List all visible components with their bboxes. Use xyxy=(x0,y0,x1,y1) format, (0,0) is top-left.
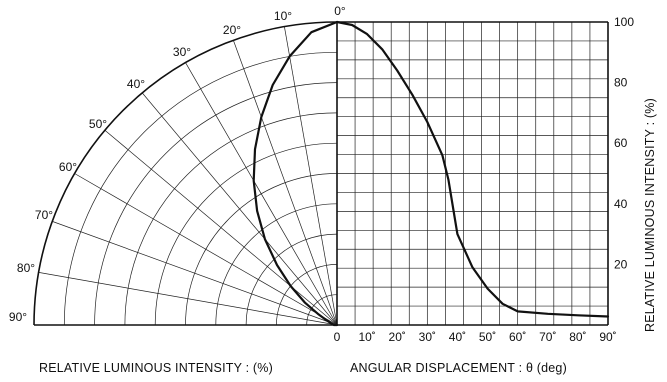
polar-grid-arc xyxy=(245,233,338,326)
polar-intensity-curve xyxy=(252,20,339,327)
polar-angle-label: 40° xyxy=(127,77,145,91)
polar-grid-arc xyxy=(276,264,338,326)
y-tick-label: 20 xyxy=(614,257,628,271)
y-tick-label: 100 xyxy=(614,15,634,29)
polar-grid-arc xyxy=(63,51,338,326)
polar-grid-spoke xyxy=(52,221,338,326)
polar-grid-spoke xyxy=(38,272,338,326)
polar-angle-label: 30° xyxy=(173,45,191,59)
x-tick-label: 20˚ xyxy=(389,330,406,344)
rectangular-grid xyxy=(337,22,608,325)
polar-grid-arc xyxy=(124,112,338,326)
polar-angle-label: 50° xyxy=(89,117,107,131)
x-axis-title: ANGULAR DISPLACEMENT : θ (deg) xyxy=(350,361,567,375)
chart-frames xyxy=(33,21,609,326)
polar-grid-arc xyxy=(154,142,338,326)
polar-angle-label: 20° xyxy=(223,23,241,37)
polar-grid-arc xyxy=(185,173,338,326)
polar-grid-spoke xyxy=(141,92,338,326)
x-tick-label: 0 xyxy=(334,330,341,344)
polar-grid-spoke xyxy=(104,129,338,326)
y-tick-label: 80 xyxy=(614,76,628,90)
polar-grid-arc xyxy=(215,203,338,326)
polar-grid-spoke xyxy=(74,173,338,326)
x-tick-label: 70˚ xyxy=(539,330,556,344)
polar-angle-label: 60° xyxy=(59,160,77,174)
x-tick-label: 80˚ xyxy=(569,330,586,344)
polar-grid-arc xyxy=(94,82,338,326)
y-tick-label: 40 xyxy=(614,197,628,211)
polar-grid-spoke xyxy=(233,40,338,326)
tick-labels: 0° 10° 20° 30° 40° 50° 60° 70° 80° 90° 0 10˚ 20˚ 30˚ 4… xyxy=(9,4,634,344)
x-tick-label: 40˚ xyxy=(449,330,466,344)
polar-angle-label: 10° xyxy=(274,9,292,23)
y-axis-title: RELATIVE LUMINOUS INTENSITY : (%) xyxy=(643,98,657,332)
x-tick-label: 30˚ xyxy=(419,330,436,344)
x-tick-label: 60˚ xyxy=(509,330,526,344)
x-tick-label: 50˚ xyxy=(479,330,496,344)
polar-angle-label: 0° xyxy=(334,4,346,18)
polar-grid xyxy=(38,26,338,326)
polar-outer-arc xyxy=(33,21,338,326)
polar-grid-spoke xyxy=(185,62,338,326)
polar-axis-title: RELATIVE LUMINOUS INTENSITY : (%) xyxy=(39,361,273,375)
y-tick-label: 60 xyxy=(614,136,628,150)
x-tick-label: 90˚ xyxy=(599,330,616,344)
polar-angle-label: 80° xyxy=(17,261,35,275)
x-tick-label: 10˚ xyxy=(358,330,375,344)
curves xyxy=(252,20,610,327)
polar-grid-spoke xyxy=(284,26,338,326)
polar-angle-label: 90° xyxy=(9,310,27,324)
polar-angle-label: 70° xyxy=(35,208,53,222)
rect-intensity-curve xyxy=(335,20,610,318)
